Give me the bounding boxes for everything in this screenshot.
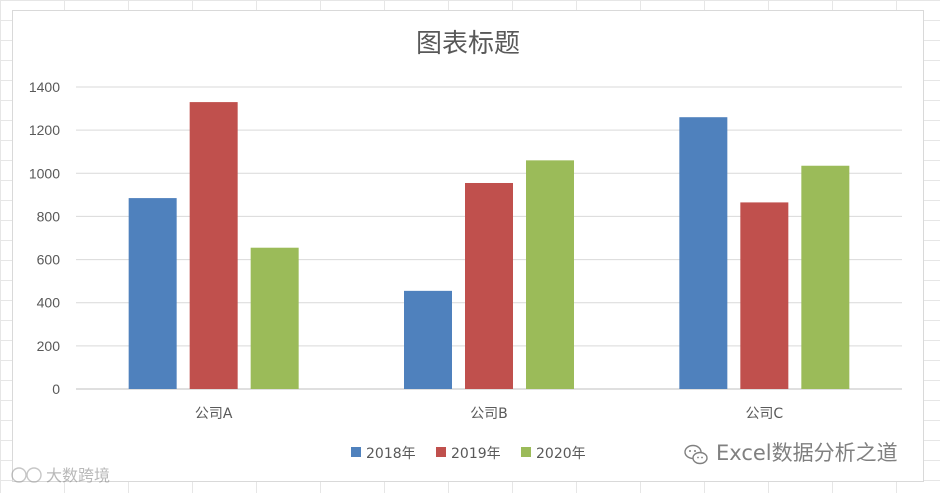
wechat-watermark: Excel数据分析之道 — [684, 441, 898, 465]
bar-3-3[interactable] — [801, 165, 850, 389]
bar-1-3[interactable] — [679, 117, 728, 389]
y-tick-label: 1200 — [29, 122, 60, 138]
bar-2-1[interactable] — [189, 102, 238, 389]
bar-2-2[interactable] — [465, 182, 513, 389]
bar-2-3[interactable] — [740, 202, 789, 389]
wechat-watermark-text: Excel数据分析之道 — [716, 441, 898, 465]
legend-label[interactable]: 2019年 — [451, 446, 501, 462]
bar-3-1[interactable] — [250, 247, 299, 389]
legend-swatch — [436, 447, 446, 457]
y-tick-label: 0 — [52, 381, 60, 397]
y-axis-ticks: 0 200 400 600 800 1000 1200 1400 — [29, 79, 60, 397]
y-tick-label: 400 — [37, 295, 61, 311]
bars — [128, 102, 850, 389]
x-category-label: 公司A — [195, 406, 233, 422]
legend-label[interactable]: 2018年 — [366, 446, 416, 462]
bar-1-2[interactable] — [404, 290, 452, 389]
y-tick-label: 600 — [37, 252, 61, 268]
y-tick-label: 200 — [37, 338, 61, 354]
corner-watermark-text: 大数跨境 — [46, 466, 110, 485]
y-tick-label: 1400 — [29, 79, 60, 95]
x-category-label: 公司C — [745, 406, 783, 422]
bar-3-2[interactable] — [526, 160, 574, 389]
legend-swatch — [521, 447, 531, 457]
legend-swatch — [351, 447, 361, 457]
y-tick-label: 800 — [37, 208, 61, 224]
wechat-icon — [684, 444, 708, 465]
x-axis-categories: 公司A 公司B 公司C — [195, 406, 784, 422]
weibo-icon — [11, 467, 42, 483]
corner-watermark: 大数跨境 — [11, 466, 110, 485]
chart-title: 图表标题 — [416, 29, 520, 59]
legend: 2018年 2019年 2020年 — [351, 446, 586, 462]
x-category-label: 公司B — [470, 406, 508, 422]
y-tick-label: 1000 — [29, 165, 60, 181]
bar-1-1[interactable] — [128, 198, 177, 389]
legend-label[interactable]: 2020年 — [536, 446, 586, 462]
